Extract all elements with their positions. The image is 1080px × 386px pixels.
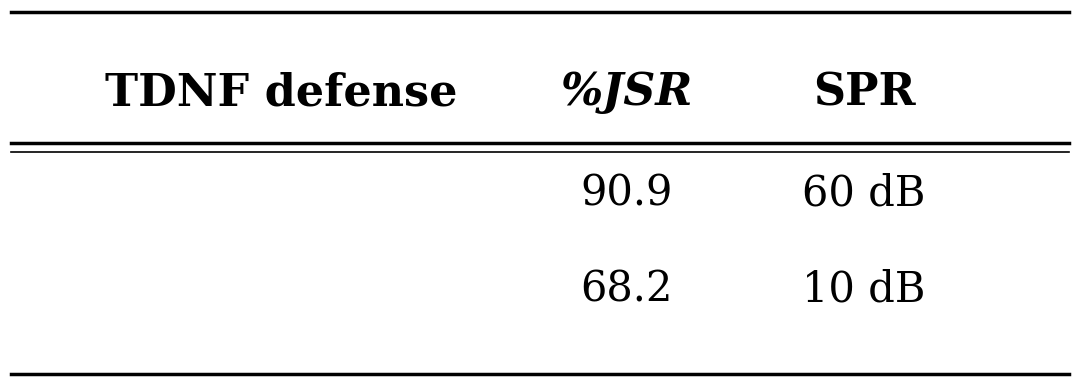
- Text: SPR: SPR: [812, 71, 916, 114]
- Text: 10 dB: 10 dB: [802, 269, 926, 310]
- Text: 68.2: 68.2: [580, 269, 673, 310]
- Text: 60 dB: 60 dB: [802, 172, 926, 214]
- Text: %JSR: %JSR: [561, 71, 692, 114]
- Text: 90.9: 90.9: [580, 172, 673, 214]
- Text: ✓: ✓: [275, 268, 286, 311]
- Text: ✗: ✗: [275, 171, 286, 215]
- Text: TDNF defense: TDNF defense: [105, 71, 457, 114]
